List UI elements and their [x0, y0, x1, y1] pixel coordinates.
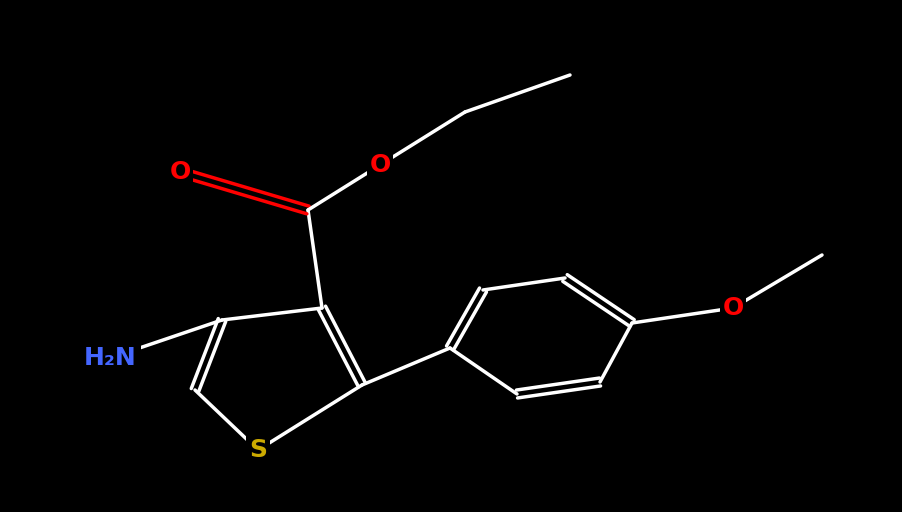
Text: S: S: [249, 438, 267, 462]
Text: O: O: [369, 153, 391, 177]
Text: O: O: [170, 160, 190, 184]
Text: O: O: [722, 296, 743, 320]
Text: H₂N: H₂N: [84, 346, 136, 370]
